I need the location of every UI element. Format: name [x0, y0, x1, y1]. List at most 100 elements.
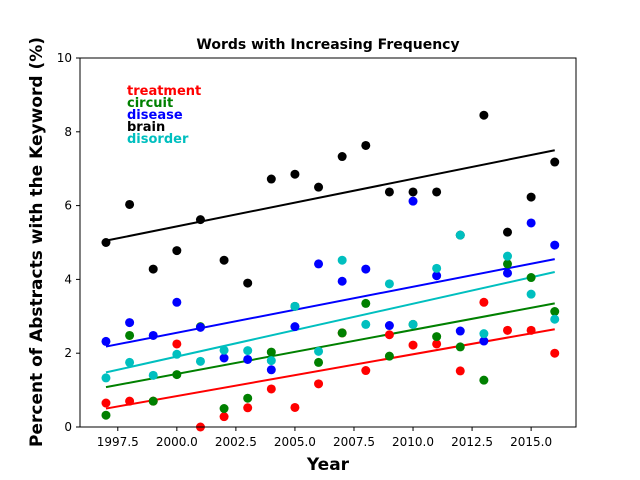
legend-entry-disease: disease — [127, 108, 183, 123]
point-treatment — [266, 384, 276, 394]
point-disease — [290, 322, 300, 332]
point-disease — [408, 196, 418, 206]
point-brain — [337, 152, 347, 162]
point-brain — [384, 187, 394, 197]
point-disease — [172, 297, 182, 307]
point-brain — [219, 255, 229, 265]
y-tick-label: 4 — [64, 272, 72, 286]
y-tick-label: 10 — [57, 51, 72, 65]
point-circuit — [455, 342, 465, 352]
point-disorder — [266, 356, 276, 366]
point-disorder — [503, 251, 513, 261]
point-circuit — [432, 332, 442, 342]
x-tick-label: 2002.5 — [215, 435, 257, 449]
point-treatment — [455, 366, 465, 376]
point-disease — [432, 271, 442, 281]
point-brain — [148, 264, 158, 274]
point-disease — [219, 353, 229, 363]
point-disease — [337, 276, 347, 286]
y-tick-label: 6 — [64, 199, 72, 213]
point-treatment — [503, 325, 513, 335]
point-circuit — [314, 357, 324, 367]
point-disorder — [243, 346, 253, 356]
y-tick-label: 2 — [64, 346, 72, 360]
point-brain — [408, 187, 418, 197]
axis-ticks: 1997.5 2000.0 2002.5 2005.0 2007.5 2010.0 2012… — [57, 51, 552, 449]
point-treatment — [526, 325, 536, 335]
y-axis-label: Percent of Abstracts with the Keyword (%… — [27, 37, 47, 447]
point-disorder — [526, 289, 536, 299]
point-disorder — [384, 279, 394, 289]
point-brain — [432, 187, 442, 197]
point-brain — [266, 174, 276, 184]
point-brain — [195, 215, 205, 225]
y-tick-label: 8 — [64, 125, 72, 139]
x-tick-label: 2007.5 — [333, 435, 375, 449]
point-treatment — [172, 339, 182, 349]
point-circuit — [550, 307, 560, 317]
x-tick-label: 2012.5 — [451, 435, 493, 449]
point-disease — [125, 318, 135, 328]
point-treatment — [314, 379, 324, 389]
point-disorder — [195, 356, 205, 366]
point-disorder — [172, 349, 182, 359]
point-treatment — [125, 396, 135, 406]
chart-title: Words with Increasing Frequency — [196, 37, 459, 53]
x-tick-label: 2010.0 — [392, 435, 434, 449]
point-circuit — [172, 370, 182, 380]
plot-frame — [79, 57, 577, 428]
point-disease — [384, 321, 394, 331]
point-circuit — [266, 347, 276, 357]
point-treatment — [101, 398, 111, 408]
point-brain — [243, 278, 253, 288]
x-tick-label: 2015.0 — [510, 435, 552, 449]
point-disorder — [455, 230, 465, 240]
trend-line-brain — [105, 149, 555, 242]
point-disorder — [408, 319, 418, 329]
point-brain — [172, 246, 182, 256]
point-disease — [314, 259, 324, 269]
point-brain — [550, 157, 560, 167]
point-brain — [314, 182, 324, 192]
point-brain — [125, 199, 135, 209]
point-disease — [550, 240, 560, 250]
point-circuit — [361, 298, 371, 308]
point-disease — [361, 264, 371, 274]
legend-entry-treatment: treatment — [127, 84, 201, 99]
point-disease — [503, 268, 513, 278]
point-disorder — [290, 301, 300, 311]
point-disorder — [337, 255, 347, 265]
point-treatment — [243, 403, 253, 413]
x-tick-label: 1997.5 — [97, 435, 139, 449]
point-circuit — [101, 410, 111, 420]
point-disorder — [148, 370, 158, 380]
point-disease — [455, 326, 465, 336]
point-disorder — [125, 357, 135, 367]
x-tick-label: 2005.0 — [274, 435, 316, 449]
point-disorder — [101, 373, 111, 383]
point-disease — [479, 336, 489, 346]
point-brain — [503, 227, 513, 237]
legend-entry-circuit: circuit — [127, 96, 173, 111]
plot-area — [101, 110, 560, 432]
y-tick-label: 0 — [64, 420, 72, 434]
point-treatment — [219, 412, 229, 422]
point-treatment — [290, 402, 300, 412]
point-circuit — [148, 396, 158, 406]
point-brain — [290, 169, 300, 179]
point-circuit — [243, 393, 253, 403]
point-disorder — [314, 346, 324, 356]
point-brain — [101, 238, 111, 247]
point-treatment — [432, 339, 442, 349]
legend-entry-brain: brain — [127, 120, 165, 135]
point-brain — [526, 192, 536, 202]
point-brain — [361, 140, 371, 150]
point-disorder — [219, 345, 229, 355]
legend-entry-disorder: disorder — [127, 132, 189, 147]
point-disease — [148, 330, 158, 340]
x-tick-label: 2000.0 — [156, 435, 198, 449]
point-circuit — [384, 351, 394, 361]
point-circuit — [125, 330, 135, 340]
